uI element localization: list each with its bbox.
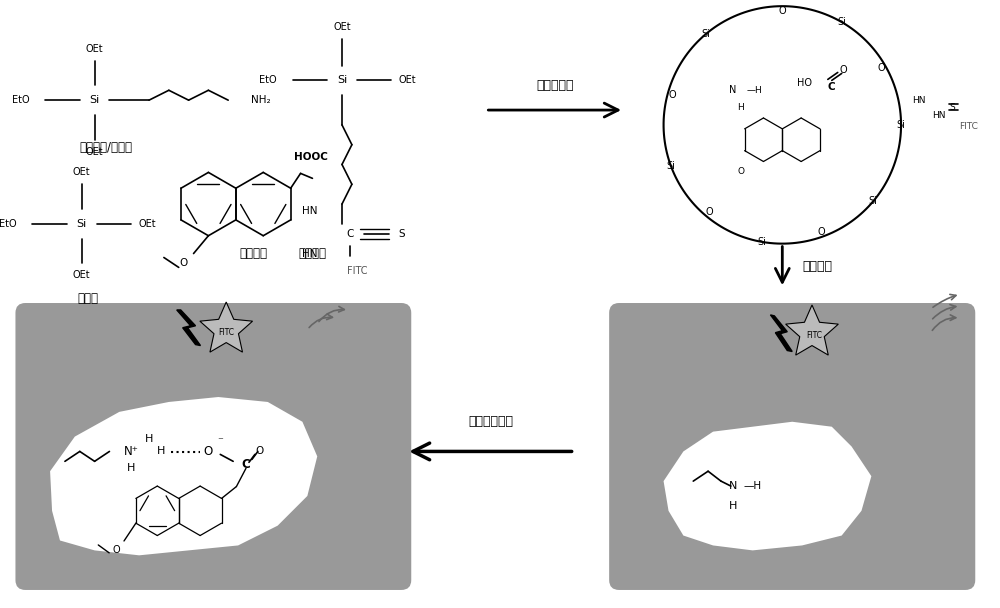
Text: C: C bbox=[346, 229, 354, 239]
Text: Si: Si bbox=[77, 219, 87, 229]
Text: —H: —H bbox=[747, 86, 762, 95]
Text: OEt: OEt bbox=[333, 22, 351, 32]
Text: FITC: FITC bbox=[806, 331, 822, 340]
Text: Si: Si bbox=[869, 196, 878, 206]
Text: C: C bbox=[828, 82, 836, 92]
FancyBboxPatch shape bbox=[15, 303, 411, 590]
Text: O: O bbox=[840, 66, 847, 75]
Text: H: H bbox=[729, 501, 737, 511]
Text: O: O bbox=[778, 6, 786, 16]
Text: 模板去除: 模板去除 bbox=[802, 260, 832, 273]
Text: S: S bbox=[950, 103, 955, 112]
FancyBboxPatch shape bbox=[609, 303, 975, 590]
Text: Si: Si bbox=[837, 17, 846, 27]
Text: OEt: OEt bbox=[86, 147, 103, 157]
Polygon shape bbox=[200, 302, 253, 352]
Text: HN: HN bbox=[932, 111, 945, 120]
Text: O: O bbox=[737, 167, 744, 176]
Text: Si: Si bbox=[757, 237, 766, 247]
Text: C: C bbox=[242, 458, 250, 471]
Text: OEt: OEt bbox=[86, 44, 103, 54]
Text: Si: Si bbox=[666, 161, 675, 170]
Text: O: O bbox=[877, 63, 885, 73]
Text: 模板分子: 模板分子 bbox=[240, 247, 268, 260]
Polygon shape bbox=[664, 422, 871, 550]
Text: N: N bbox=[729, 481, 737, 491]
Text: HO: HO bbox=[797, 78, 812, 88]
Text: 交联剂: 交联剂 bbox=[78, 292, 99, 305]
Text: O: O bbox=[112, 545, 120, 555]
Text: O: O bbox=[256, 446, 264, 457]
Text: HOOC: HOOC bbox=[294, 151, 328, 162]
Text: O: O bbox=[669, 91, 676, 100]
Text: O: O bbox=[705, 207, 713, 217]
Text: H: H bbox=[157, 446, 165, 457]
Text: EtO: EtO bbox=[259, 75, 277, 85]
Text: HN: HN bbox=[302, 249, 317, 258]
Text: 荧光单体: 荧光单体 bbox=[298, 247, 326, 260]
Text: OEt: OEt bbox=[138, 219, 156, 229]
Text: HN: HN bbox=[912, 95, 926, 105]
Polygon shape bbox=[50, 397, 317, 555]
Text: N⁺: N⁺ bbox=[124, 445, 139, 458]
Text: FITC: FITC bbox=[218, 328, 234, 337]
Text: ⁻: ⁻ bbox=[217, 437, 223, 446]
Text: O: O bbox=[817, 227, 825, 237]
Text: HN: HN bbox=[302, 206, 317, 216]
Text: O: O bbox=[204, 445, 213, 458]
Text: NH₂: NH₂ bbox=[251, 95, 271, 105]
Text: FITC: FITC bbox=[959, 122, 978, 131]
Polygon shape bbox=[770, 315, 792, 351]
Text: FITC: FITC bbox=[347, 266, 367, 277]
Text: —H: —H bbox=[744, 481, 762, 491]
Text: EtO: EtO bbox=[0, 219, 16, 229]
Text: OEt: OEt bbox=[398, 75, 416, 85]
Text: EtO: EtO bbox=[12, 95, 29, 105]
Text: 荧光传感分析: 荧光传感分析 bbox=[468, 415, 513, 428]
Text: Si: Si bbox=[337, 75, 347, 85]
Polygon shape bbox=[786, 305, 838, 355]
Text: H: H bbox=[737, 103, 744, 112]
Polygon shape bbox=[177, 310, 200, 345]
Text: 自催化聚合: 自催化聚合 bbox=[536, 79, 573, 92]
Text: Si: Si bbox=[89, 95, 100, 105]
Text: H: H bbox=[127, 463, 135, 473]
Text: N: N bbox=[729, 85, 737, 95]
Text: H: H bbox=[145, 434, 153, 444]
Text: Si: Si bbox=[897, 120, 905, 130]
Text: S: S bbox=[398, 229, 405, 239]
Text: 功能单体/催化剂: 功能单体/催化剂 bbox=[80, 141, 133, 154]
Text: Si: Si bbox=[702, 29, 710, 39]
Text: O: O bbox=[180, 258, 188, 268]
Text: OEt: OEt bbox=[73, 271, 91, 280]
Text: OEt: OEt bbox=[73, 167, 91, 178]
